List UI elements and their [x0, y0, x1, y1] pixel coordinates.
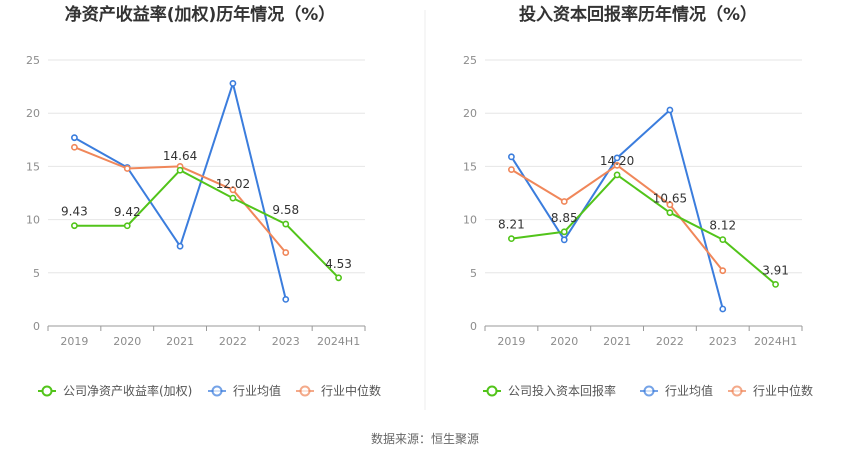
legend-item[interactable]: 行业均值 [208, 383, 281, 398]
data-point[interactable] [613, 154, 621, 162]
legend-swatch-marker [731, 385, 743, 397]
data-source-label: 数据来源： [370, 432, 431, 446]
x-tick-label: 2022 [656, 335, 684, 348]
legend-item[interactable]: 公司净资产收益率(加权) [38, 383, 192, 398]
x-tick-label: 2021 [166, 335, 194, 348]
data-point[interactable] [123, 165, 131, 172]
y-tick-label: 10 [463, 214, 477, 227]
x-tick-label: 2023 [272, 335, 300, 348]
data-point[interactable] [282, 249, 290, 256]
legend-label: 公司净资产收益率(加权) [63, 383, 192, 398]
data-point[interactable] [613, 161, 621, 169]
series-line-company [74, 169, 340, 279]
data-label: 8.12 [709, 219, 736, 233]
legend-swatch-marker [211, 385, 223, 397]
data-source-value: 恒生聚源 [431, 432, 480, 446]
legend-label: 行业均值 [233, 383, 281, 398]
chart-panel-2: 投入资本回报率历年情况（%） 0 5 10 15 20 25 2019 2020 2021 2022… [463, 4, 813, 398]
x-tick-label: 2024H1 [317, 335, 360, 348]
data-point[interactable] [508, 153, 515, 161]
y-tick-label: 25 [26, 54, 40, 67]
data-point[interactable] [508, 235, 515, 243]
series-line-industry-mean [510, 109, 724, 310]
data-point[interactable] [666, 201, 674, 209]
chart-title: 投入资本回报率历年情况（%） [519, 4, 757, 25]
x-tick-label: 2020 [550, 335, 578, 348]
data-label: 9.42 [114, 205, 141, 219]
data-point[interactable] [229, 194, 237, 202]
data-point[interactable] [176, 242, 184, 250]
data-point[interactable] [229, 80, 237, 87]
data-label: 12.02 [216, 177, 250, 191]
x-tick-label: 2024H1 [754, 335, 797, 348]
data-label: 14.20 [600, 154, 634, 168]
x-tick-label: 2019 [60, 335, 88, 348]
y-tick-label: 10 [26, 214, 40, 227]
x-tick-label: 2023 [709, 335, 737, 348]
legend-item[interactable]: 公司投入资本回报率 [483, 383, 616, 398]
chart-panel-1: 净资产收益率(加权)历年情况（%） 0 5 10 15 20 25 2019 2020 2021 2… [26, 4, 381, 398]
legend-label: 行业中位数 [321, 383, 381, 398]
y-tick-label: 5 [33, 267, 40, 280]
y-tick-label: 20 [26, 107, 40, 120]
legend-item[interactable]: 行业中位数 [296, 383, 381, 398]
data-point[interactable] [772, 280, 779, 288]
data-point[interactable] [719, 236, 727, 244]
data-point[interactable] [176, 166, 184, 174]
data-point[interactable] [719, 267, 727, 275]
data-point[interactable] [560, 198, 568, 205]
x-tick-label: 2021 [603, 335, 631, 348]
x-tick-label: 2019 [497, 335, 525, 348]
data-label: 9.58 [272, 203, 299, 217]
data-label: 3.91 [762, 263, 789, 277]
data-point[interactable] [666, 106, 674, 114]
legend-item[interactable]: 行业中位数 [728, 383, 813, 398]
data-point[interactable] [123, 222, 131, 230]
legend-label: 行业中位数 [753, 383, 813, 398]
legend-swatch-marker [486, 385, 498, 397]
x-tick-label: 2022 [219, 335, 247, 348]
y-tick-label: 15 [463, 160, 477, 173]
x-tick-label: 2020 [113, 335, 141, 348]
legend-swatch-marker [643, 385, 655, 397]
y-tick-label: 0 [33, 320, 40, 333]
data-point[interactable] [613, 171, 621, 179]
data-label: 4.53 [325, 257, 352, 271]
series-line-industry-mean [73, 82, 287, 300]
y-tick-label: 5 [470, 267, 477, 280]
data-label: 14.64 [163, 149, 197, 163]
data-point[interactable] [508, 166, 515, 173]
y-tick-label: 15 [26, 160, 40, 173]
legend-swatch-marker [299, 385, 311, 397]
data-point[interactable] [560, 228, 568, 236]
data-point[interactable] [71, 222, 78, 230]
data-point[interactable] [71, 134, 78, 142]
legend-label: 公司投入资本回报率 [508, 383, 616, 398]
data-label: 9.43 [61, 205, 88, 219]
legend-swatch-marker [41, 385, 53, 397]
data-point[interactable] [282, 295, 290, 303]
data-point[interactable] [229, 186, 237, 194]
legend-label: 行业均值 [665, 383, 713, 398]
data-label: 8.21 [498, 218, 525, 232]
data-point[interactable] [560, 236, 568, 244]
data-label: 10.65 [653, 192, 687, 206]
y-tick-label: 0 [470, 320, 477, 333]
data-point[interactable] [335, 274, 342, 282]
data-point[interactable] [71, 143, 78, 151]
chart-title: 净资产收益率(加权)历年情况（%） [65, 4, 336, 25]
y-tick-label: 25 [463, 54, 477, 67]
series-line-industry-median [510, 164, 724, 272]
series-line-company [511, 173, 777, 286]
data-point[interactable] [282, 220, 290, 228]
data-source-note: 数据来源：恒生聚源 [0, 430, 850, 447]
y-tick-label: 20 [463, 107, 477, 120]
data-label: 8.85 [551, 211, 578, 225]
legend-item[interactable]: 行业均值 [640, 383, 713, 398]
data-point[interactable] [719, 305, 727, 313]
data-point[interactable] [666, 209, 674, 217]
